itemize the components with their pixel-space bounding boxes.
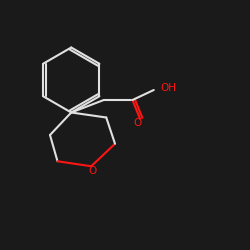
Text: OH: OH	[160, 83, 176, 93]
Text: O: O	[88, 166, 96, 176]
Text: O: O	[134, 118, 141, 128]
